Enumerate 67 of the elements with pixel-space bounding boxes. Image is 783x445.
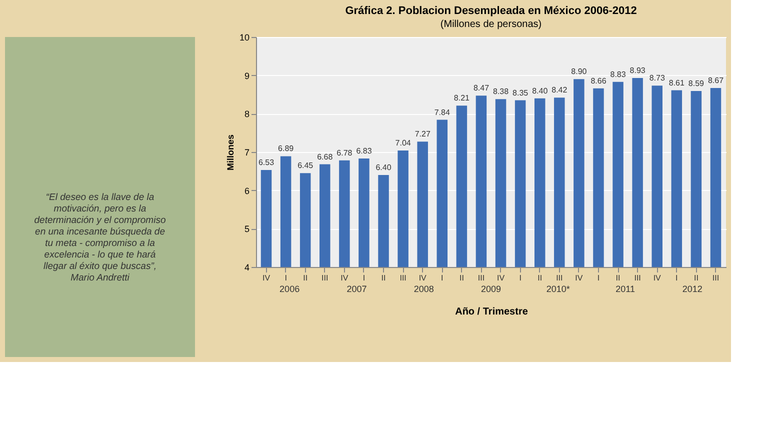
- x-tick-label: III: [556, 274, 563, 282]
- x-tick-label: I: [597, 274, 600, 282]
- chart-title: Gráfica 2. Poblacion Desempleada en México 2006-2012: [345, 5, 637, 17]
- y-axis-title: Millones: [225, 134, 236, 171]
- x-axis-title: Año / Trimestre: [455, 306, 528, 318]
- data-label: 7.84: [434, 108, 450, 117]
- x-tick-label: IV: [340, 274, 349, 282]
- x-tick-label: III: [712, 274, 720, 282]
- data-label: 8.67: [708, 76, 724, 85]
- x-tick-label: III: [634, 274, 641, 282]
- y-tick-label: 6: [244, 186, 250, 196]
- x-tick-label: II: [303, 274, 308, 282]
- y-tick-label: 10: [239, 32, 250, 42]
- x-tick-label: IV: [496, 274, 506, 282]
- data-label: 8.47: [473, 84, 490, 93]
- data-label: 8.42: [552, 86, 568, 95]
- data-label: 6.45: [298, 161, 314, 170]
- text: 2006: [280, 284, 300, 294]
- data-label: 8.40: [532, 86, 548, 96]
- text: 2012: [682, 284, 702, 294]
- x-tick-label: I: [676, 274, 678, 282]
- text: 2009: [480, 284, 502, 294]
- data-label: 7.27: [414, 130, 431, 139]
- x-tick-label: IV: [575, 274, 584, 282]
- x-tick-label: III: [478, 274, 485, 282]
- data-label: 6.40: [376, 163, 392, 172]
- data-label: 8.61: [668, 78, 685, 88]
- x-tick-label: II: [694, 274, 698, 282]
- x-tick-label: IV: [262, 274, 271, 282]
- data-label: 6.68: [317, 152, 334, 162]
- x-tick-label: II: [381, 274, 386, 282]
- chart-subtitle: (Millones de personas): [440, 19, 542, 30]
- x-tick-label: III: [322, 274, 328, 282]
- text: 2008: [414, 284, 434, 294]
- data-label: 8.73: [649, 74, 666, 83]
- y-tick-label: 9: [244, 70, 250, 81]
- y-tick-label: 8: [244, 109, 250, 120]
- data-label: 8.66: [590, 76, 607, 86]
- data-label: 6.83: [356, 146, 372, 156]
- y-tick-label: 7: [244, 148, 250, 158]
- text: 2010*: [546, 284, 570, 294]
- x-tick-label: II: [538, 274, 542, 282]
- text: 2011: [616, 284, 635, 294]
- data-label: 6.78: [336, 148, 353, 158]
- data-label: 8.93: [630, 66, 646, 76]
- x-tick-label: I: [441, 274, 444, 282]
- x-tick-label: II: [459, 274, 464, 282]
- data-label: 8.59: [688, 79, 705, 88]
- y-tick-label: 5: [244, 224, 250, 234]
- data-label: 6.53: [258, 158, 275, 168]
- x-tick-label: I: [519, 274, 522, 282]
- data-label: 8.21: [454, 94, 470, 103]
- data-label: 8.35: [512, 88, 529, 98]
- y-tick-label: 4: [244, 262, 250, 272]
- data-label: 8.90: [571, 67, 588, 76]
- x-tick-label: IV: [418, 274, 428, 282]
- x-tick-label: III: [400, 274, 406, 282]
- data-label: 8.38: [492, 87, 510, 96]
- data-label: 6.89: [278, 144, 294, 154]
- data-label: 7.04: [395, 138, 412, 148]
- text: “El deseo es la llave de la motivación, pero es la determinación y el compromiso en una incesante búsqueda de tu meta - compromiso a la excelencia - lo que te hará llegar al éxito que buscas”, Mario Andretti: [34, 192, 166, 284]
- text: 2007: [346, 284, 367, 294]
- data-label: 8.83: [610, 70, 626, 79]
- x-tick-label: I: [362, 274, 366, 282]
- x-tick-label: IV: [653, 274, 662, 282]
- x-tick-label: II: [616, 274, 620, 282]
- x-tick-label: I: [284, 274, 287, 282]
